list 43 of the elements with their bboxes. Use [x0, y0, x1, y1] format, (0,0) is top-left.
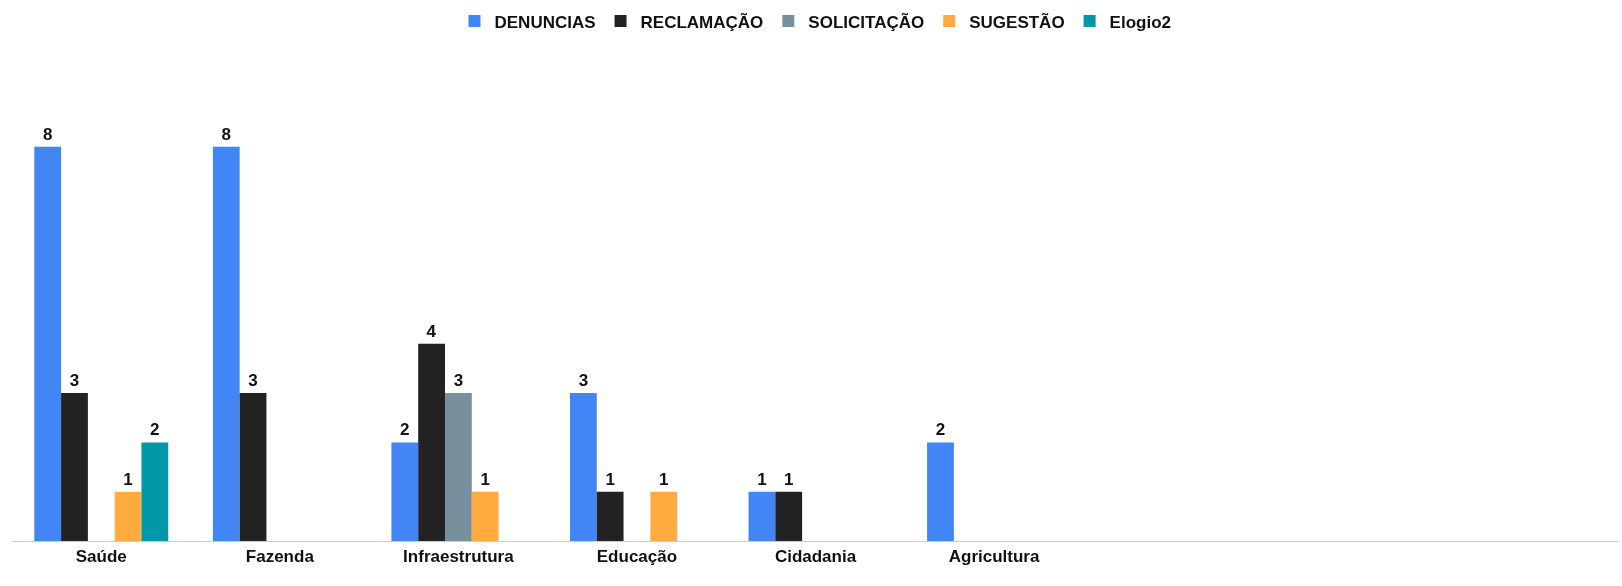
data-label: 2	[400, 420, 410, 440]
bar	[212, 146, 240, 541]
legend-label: RECLAMAÇÃO	[640, 11, 764, 32]
data-label: 3	[578, 371, 589, 391]
bar	[471, 491, 499, 541]
data-label: 3	[453, 371, 464, 391]
bar	[596, 491, 624, 541]
x-tick-label: Cidadania	[774, 547, 857, 567]
data-label: 1	[659, 469, 669, 489]
x-tick-label: Agricultura	[948, 547, 1040, 567]
bar	[34, 146, 62, 541]
legend-label: DENUNCIAS	[494, 12, 596, 32]
x-tick-label: Educação	[596, 547, 678, 567]
bar	[445, 393, 472, 541]
bar	[418, 343, 445, 541]
bar	[569, 393, 597, 541]
bar	[748, 491, 776, 541]
data-label: 1	[605, 469, 615, 489]
data-label: 2	[150, 420, 160, 440]
bar	[61, 393, 88, 541]
legend-label: SUGESTÃO	[969, 11, 1065, 32]
data-label: 1	[757, 469, 767, 489]
data-label: 1	[783, 469, 794, 489]
bar	[141, 442, 169, 541]
data-label: 8	[42, 124, 53, 144]
bar	[114, 491, 142, 541]
data-label: 1	[123, 469, 133, 489]
bar	[391, 442, 419, 541]
bar	[775, 491, 803, 541]
data-label: 8	[221, 124, 231, 144]
data-label: 3	[69, 371, 80, 391]
data-label: 2	[935, 420, 946, 440]
x-tick-label: Infraestrutura	[403, 547, 515, 567]
x-tick-label: Saúde	[75, 547, 127, 567]
bar	[650, 491, 678, 541]
data-label: 3	[248, 371, 258, 391]
x-tick-label: Fazenda	[245, 547, 315, 567]
legend-label: Elogio2	[1109, 12, 1172, 32]
bar	[927, 442, 954, 541]
data-label: 1	[480, 469, 490, 489]
data-label: 4	[426, 321, 437, 341]
bar	[239, 393, 267, 541]
legend-label: SOLICITAÇÃO	[808, 11, 925, 32]
